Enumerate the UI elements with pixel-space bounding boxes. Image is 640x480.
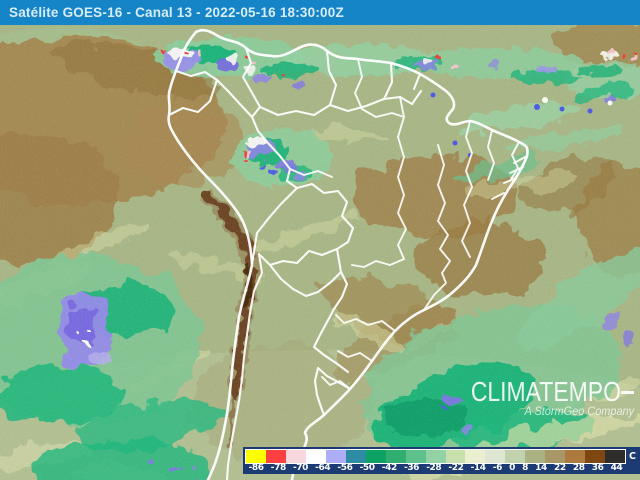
colorbar-label: -36 <box>403 463 420 473</box>
colorbar-label: 44 <box>610 463 623 473</box>
colorbar-label: 14 <box>535 463 547 473</box>
colorbar-label: -14 <box>470 463 486 473</box>
colorbar-swatch <box>465 450 486 463</box>
colorbar-swatch <box>285 450 306 463</box>
colorbar-label: -6 <box>492 463 503 473</box>
colorbar-swatch <box>485 450 506 463</box>
colorbar-swatch <box>345 450 366 463</box>
colorbar-swatch <box>565 450 586 463</box>
colorbar-label: -50 <box>359 463 375 473</box>
colorbar-label: -86 <box>248 463 264 473</box>
colorbar-label: -28 <box>426 463 442 473</box>
colorbar-label: 36 <box>591 463 604 473</box>
colorbar-swatch <box>445 450 466 463</box>
map-canvas <box>0 25 640 480</box>
colorbar-label: 0 <box>509 463 516 473</box>
colorbar-label: -78 <box>270 463 286 473</box>
colorbar-label: -64 <box>315 463 331 473</box>
colorbar-label: -56 <box>337 463 353 473</box>
brazil-state-borders <box>289 58 528 390</box>
colorbar-labels: -86 -78 -70 -64 -56 -50 -42 -36 -28 -22 -14 -6 0 8 14 2… <box>245 464 626 473</box>
colorbar-swatch <box>405 450 426 463</box>
satellite-map <box>0 25 640 480</box>
page-title: Satélite GOES-16 - Canal 13 - 2022-05-16… <box>9 5 344 20</box>
texture-overlay-light <box>0 25 640 480</box>
temperature-colorbar: -86 -78 -70 -64 -56 -50 -42 -36 -28 -22 -14 -6 0 8 14 2… <box>243 447 640 474</box>
colorbar-label: -70 <box>292 463 309 473</box>
title-bar: Satélite GOES-16 - Canal 13 - 2022-05-16… <box>0 0 640 25</box>
colorbar-label: 22 <box>554 463 566 473</box>
colorbar-swatch <box>425 450 446 463</box>
colorbar-label: -42 <box>381 463 397 473</box>
colorbar-swatch <box>585 450 606 463</box>
colorbar-swatch <box>505 450 526 463</box>
colorbar-label: -22 <box>448 463 464 473</box>
country-borders <box>167 46 423 480</box>
colorbar-swatch <box>525 450 546 463</box>
colorbar-swatch <box>385 450 406 463</box>
colorbar-swatch <box>325 450 346 463</box>
colorbar-swatch <box>365 450 386 463</box>
colorbar-swatch <box>265 450 286 463</box>
colorbar-label: 8 <box>522 463 529 473</box>
colorbar-swatch-strip <box>245 449 626 464</box>
coastline <box>167 28 529 480</box>
colorbar-swatch <box>246 450 266 463</box>
colorbar-swatch <box>545 450 566 463</box>
colorbar-label: 28 <box>572 463 585 473</box>
colorbar-unit: C <box>629 451 636 462</box>
colorbar-swatch <box>305 450 326 463</box>
colorbar-swatch <box>605 450 626 463</box>
